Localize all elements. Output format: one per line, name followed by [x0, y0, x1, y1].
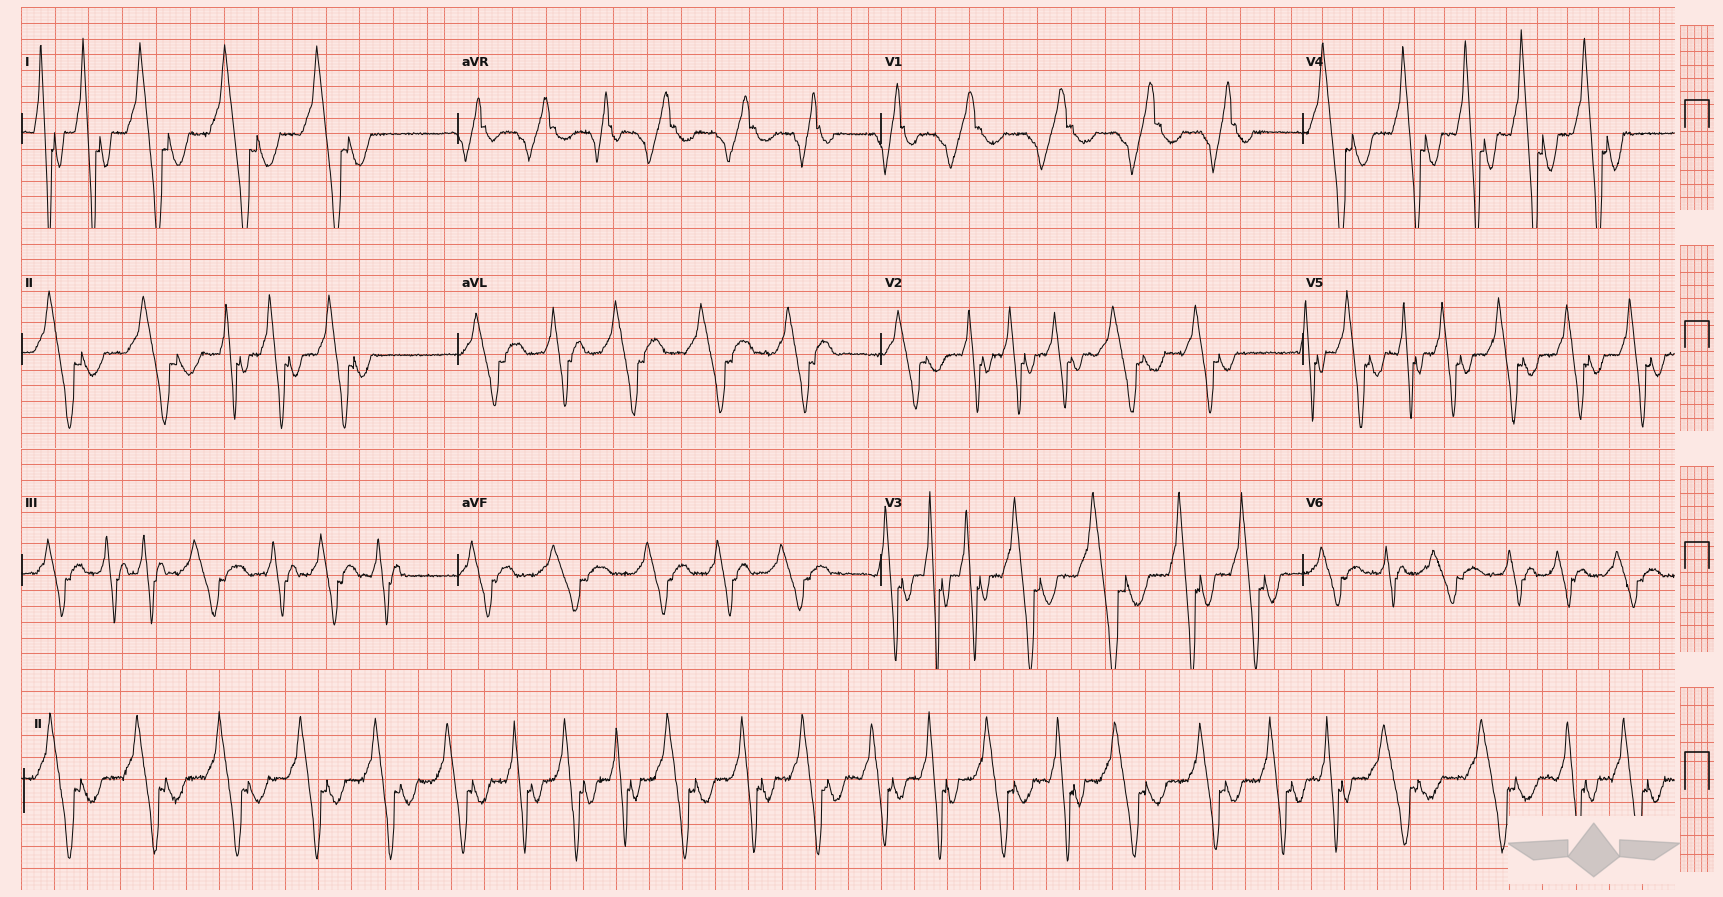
Text: aVL: aVL [462, 276, 488, 290]
Text: II: II [24, 276, 34, 290]
Text: V5: V5 [1306, 276, 1325, 290]
Text: V3: V3 [884, 497, 903, 510]
Text: aVF: aVF [462, 497, 488, 510]
Text: II: II [34, 718, 43, 731]
Text: aVR: aVR [462, 56, 489, 69]
Text: V6: V6 [1306, 497, 1325, 510]
Text: V2: V2 [884, 276, 903, 290]
Polygon shape [1620, 840, 1680, 860]
Text: I: I [24, 56, 29, 69]
Text: V4: V4 [1306, 56, 1325, 69]
Polygon shape [1508, 840, 1568, 860]
Polygon shape [1568, 823, 1620, 877]
Text: III: III [24, 497, 38, 510]
Text: V1: V1 [884, 56, 903, 69]
